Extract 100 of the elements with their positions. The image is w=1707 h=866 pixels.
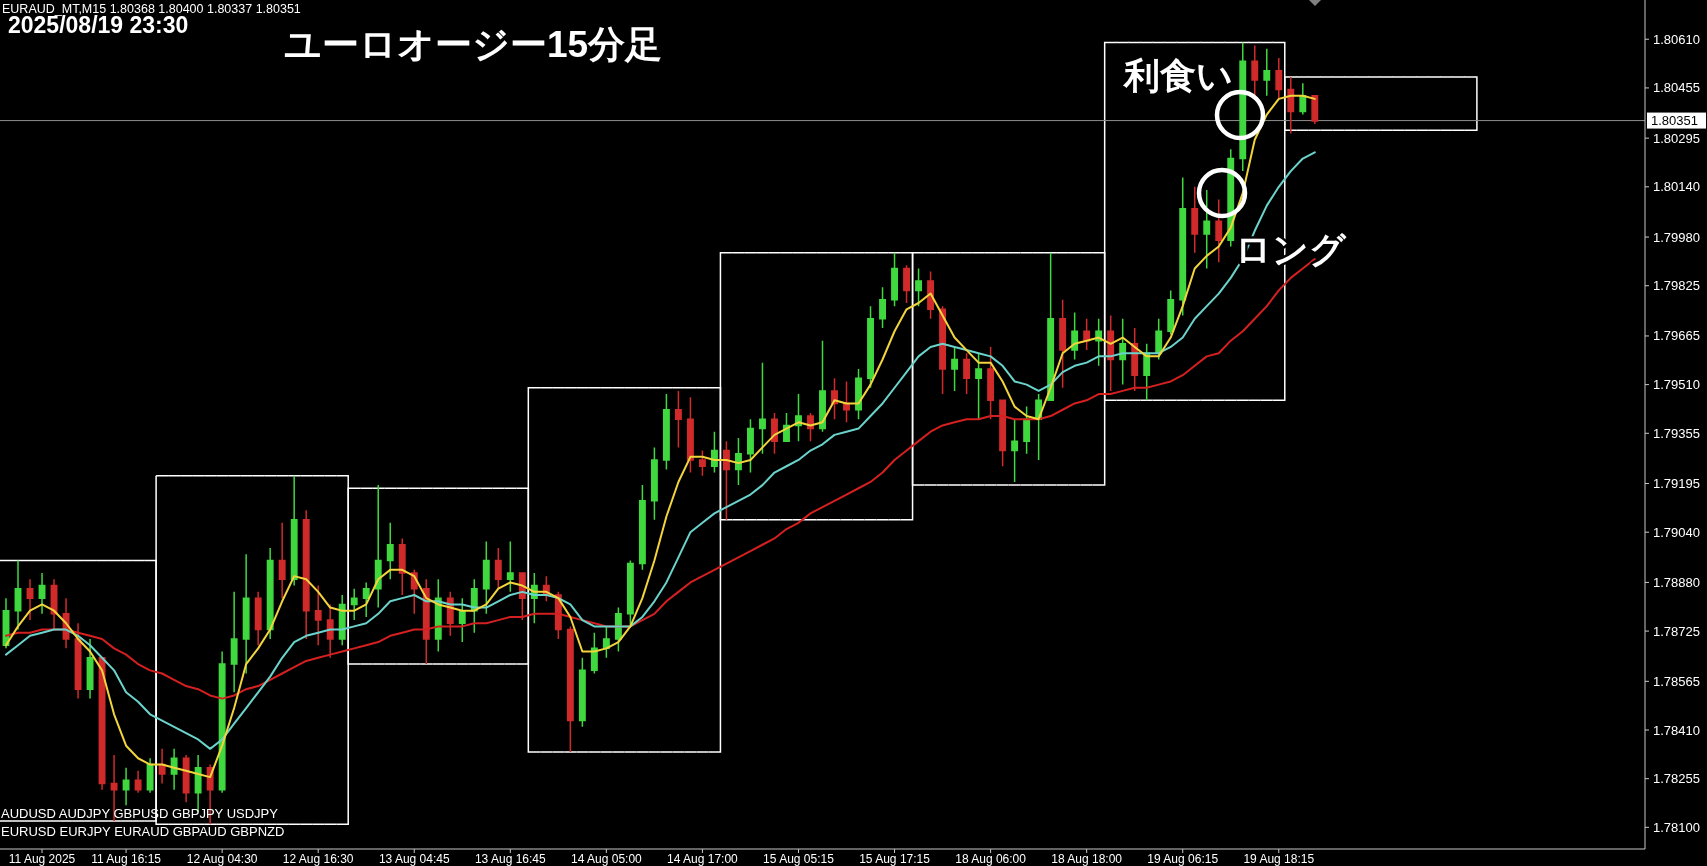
- candlestick: [879, 286, 886, 329]
- candlestick: [903, 264, 910, 304]
- candlestick: [771, 412, 778, 455]
- candlestick: [578, 657, 586, 728]
- candlestick: [26, 578, 34, 621]
- x-tick-label: 18 Aug 06:00: [955, 852, 1027, 866]
- y-tick-label: 1.80610: [1653, 31, 1700, 47]
- candlestick: [722, 440, 730, 521]
- candlestick: [1203, 189, 1211, 270]
- candlestick: [975, 352, 983, 420]
- candlestick: [1023, 405, 1031, 455]
- text: ユーロオージー15分足: [284, 24, 663, 65]
- x-tick-label: 14 Aug 05:00: [571, 852, 643, 866]
- candlestick: [218, 650, 226, 794]
- candlestick: [686, 396, 694, 474]
- y-tick-label: 1.78565: [1653, 673, 1700, 689]
- candlestick: [855, 368, 862, 420]
- candlestick: [146, 757, 154, 794]
- x-tick-label: 19 Aug 06:15: [1147, 852, 1219, 866]
- y-tick-label: 1.78880: [1653, 574, 1700, 590]
- x-tick-label: 13 Aug 16:45: [474, 852, 546, 866]
- candlestick: [122, 766, 130, 807]
- y-tick-label: 1.78725: [1653, 623, 1700, 639]
- candlestick: [254, 591, 262, 646]
- x-tick-label: 11 Aug 2025: [8, 852, 76, 866]
- candlestick: [1275, 57, 1283, 100]
- candlestick: [614, 606, 622, 653]
- candlestick: [867, 305, 874, 389]
- x-tick-label: 14 Aug 17:00: [667, 852, 739, 866]
- candlestick: [566, 625, 574, 753]
- y-tick-label: 1.79510: [1653, 377, 1700, 393]
- annotation: EURUSD EURJPY EURAUD GBPAUD GBPNZD: [1, 824, 285, 839]
- candlestick: [1119, 317, 1127, 386]
- candlestick: [915, 267, 923, 307]
- candlestick: [1011, 418, 1019, 483]
- candlestick: [278, 522, 286, 599]
- candlestick: [38, 572, 46, 615]
- y-tick-label: 1.79195: [1653, 476, 1700, 492]
- candlestick: [302, 509, 310, 640]
- candlestick: [482, 540, 490, 615]
- annotation: 利食い: [1121, 55, 1233, 96]
- candlestick: [999, 399, 1007, 468]
- x-tick-label: 12 Aug 16:30: [282, 852, 354, 866]
- candlestick: [747, 418, 754, 474]
- y-tick-label: 1.78410: [1653, 722, 1700, 738]
- candlestick: [1059, 299, 1067, 389]
- candlestick: [134, 770, 142, 794]
- x-tick-label: 11 Aug 16:15: [91, 852, 162, 866]
- candlestick: [326, 603, 334, 659]
- candlestick: [1239, 41, 1247, 172]
- candlestick: [266, 547, 274, 640]
- candlestick: [963, 352, 971, 395]
- candlestick: [506, 540, 514, 593]
- candlestick: [398, 537, 406, 596]
- candlestick: [290, 474, 298, 587]
- candlestick: [50, 578, 58, 631]
- candlestick: [650, 446, 658, 521]
- candlestick: [1047, 252, 1055, 402]
- candlestick: [819, 339, 826, 433]
- candlestick: [362, 581, 370, 618]
- candlestick: [1215, 198, 1223, 263]
- x-tick-label: 18 Aug 18:00: [1051, 852, 1123, 866]
- candlestick: [1299, 82, 1307, 116]
- x-tick-label: 13 Aug 04:45: [378, 852, 450, 866]
- candlestick: [662, 393, 670, 471]
- candlestick: [735, 437, 742, 486]
- ref-line-label: 1.80351: [1651, 113, 1698, 129]
- y-tick-label: 1.79665: [1653, 328, 1700, 344]
- candlestick: [314, 584, 322, 646]
- candlestick: [795, 393, 802, 442]
- candlestick: [242, 553, 250, 675]
- candlestick: [386, 522, 394, 581]
- candlestick: [230, 591, 238, 694]
- x-tick-label: 15 Aug 17:15: [859, 852, 931, 866]
- candlestick: [14, 559, 22, 631]
- y-tick-label: 1.80140: [1653, 179, 1700, 195]
- candlestick: [1167, 289, 1175, 336]
- candlestick: [602, 625, 610, 659]
- candlestick: [891, 252, 898, 307]
- candlestick: [458, 597, 466, 643]
- candlestick: [939, 305, 947, 395]
- x-tick-label: 15 Aug 05:15: [763, 852, 835, 866]
- candlestick: [674, 390, 682, 449]
- y-tick-label: 1.79980: [1653, 229, 1700, 245]
- candlestick: [951, 346, 959, 392]
- y-tick-label: 1.79825: [1653, 278, 1700, 294]
- candlestick: [98, 657, 106, 791]
- x-tick-label: 12 Aug 04:30: [186, 852, 258, 866]
- candlestick: [590, 631, 598, 675]
- y-tick-label: 1.80295: [1653, 130, 1700, 146]
- candlestick: [1107, 314, 1115, 392]
- candlestick: [1263, 47, 1271, 97]
- y-tick-label: 1.79040: [1653, 524, 1700, 540]
- candlestick: [1191, 186, 1199, 254]
- candlestick: [927, 270, 935, 320]
- candlestick: [710, 430, 718, 474]
- candlestick: [422, 578, 430, 665]
- y-tick-label: 1.78100: [1653, 819, 1700, 835]
- candlestick: [1251, 44, 1259, 97]
- candlestick: [1311, 95, 1319, 125]
